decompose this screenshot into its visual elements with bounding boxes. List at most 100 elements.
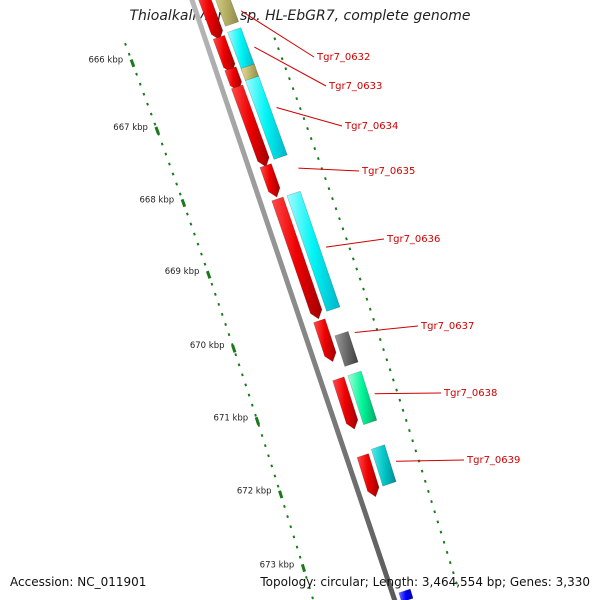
accession-text: Accession: NC_011901 [10,575,147,589]
gene-leader-line [396,459,465,462]
scale-tick-minor [200,252,203,256]
category-block [370,444,397,487]
scale-tick-outer [302,117,306,121]
scale-tick-outer [324,177,327,181]
kbp-major-tick [300,563,307,573]
scale-tick-minor [124,42,127,46]
kbp-label: 671 kbp [214,413,249,423]
gene-label: Tgr7_0633 [328,81,382,92]
scale-tick-minor [149,112,153,116]
scale-tick-outer [382,348,385,352]
scale-tick-minor [308,586,311,590]
kbp-label: 667 kbp [113,123,148,133]
scale-tick-outer [404,418,408,422]
kbp-label: 672 kbp [237,487,272,497]
scale-tick-outer [411,439,414,443]
category-block [215,0,240,27]
scale-tick-minor [142,92,146,96]
scale-tick-minor [217,302,221,306]
gene-label: Tgr7_0639 [466,455,520,466]
scale-tick-outer [351,257,355,261]
scale-tick-minor [227,333,231,337]
kbp-major-tick [231,344,237,353]
scale-tick-outer [273,37,277,41]
cds-arrow [332,376,359,430]
scale-tick-minor [311,596,314,600]
gene-leader-line [374,392,442,395]
cds-arrow [230,84,270,168]
scale-tick-outer [398,398,402,402]
kbp-label: 669 kbp [165,267,200,277]
scale-tick-outer [358,277,362,281]
scale-tick-minor [305,575,308,580]
scale-tick-minor [283,504,286,508]
scale-tick-minor [254,413,257,417]
scale-tick-outer [430,500,433,504]
scale-tick-minor [298,555,302,559]
scale-tick-outer [331,197,334,201]
gene-label: Tgr7_0632 [316,52,370,63]
scale-tick-minor [164,152,168,156]
gene-leader-line [298,167,360,172]
scale-tick-outer [291,87,295,91]
kbp-scale: 666 kbp 667 kbp 668 kbp 669 kbp 670 kbp 671 k… [88,37,458,600]
scale-tick-minor [237,363,241,367]
scale-tick-outer [327,187,331,191]
kbp-major-tick [129,59,136,68]
scale-tick-minor [263,444,267,448]
scale-tick-minor [220,312,224,316]
category-block [334,330,359,367]
scale-tick-outer [445,550,449,554]
scale-tick-outer [306,127,309,131]
scale-tick-outer [392,378,395,382]
gene-label: Tgr7_0635 [361,166,415,177]
gene-leader-line [276,107,343,127]
scale-tick-minor [244,383,248,387]
scale-tick-minor [234,353,238,357]
backbone-line [189,0,398,600]
category-block [227,27,256,72]
scale-tick-minor [153,122,157,126]
gene-leader-line [254,46,327,87]
scale-tick-outer [345,237,348,241]
scale-tick-minor [250,403,254,407]
scale-tick-outer [439,530,443,534]
scale-tick-minor [135,72,138,76]
scale-tick-minor [286,515,289,519]
cds-arrow [259,163,281,198]
gene-label: Tgr7_0638 [443,388,497,399]
kbp-major-tick [154,126,160,135]
scale-tick-minor [270,464,274,468]
scale-tick-minor [267,454,270,458]
kbp-major-tick [180,198,187,208]
scale-tick-outer [348,247,352,251]
scale-tick-outer [365,297,369,301]
scale-tick-minor [276,484,280,488]
scale-tick-minor [178,192,182,196]
cds-arrow [271,196,323,320]
scale-tick-minor [224,322,227,327]
scale-tick-outer [355,267,359,271]
gene-leader-line [354,325,419,333]
scale-tick-outer [455,581,458,585]
scale-tick-outer [277,47,280,51]
scale-tick-outer [427,489,430,493]
scale-tick-outer [338,217,341,221]
scale-tick-outer [401,408,405,412]
scale-tick-outer [309,137,313,141]
cds-arrow [313,318,337,363]
scale-tick-minor [193,232,196,236]
kbp-major-tick [278,490,284,499]
scale-tick-outer [295,97,299,101]
scale-tick-outer [341,227,345,231]
scale-tick-outer [448,561,452,565]
kbp-label: 668 kbp [140,195,175,205]
scale-tick-minor [295,545,299,549]
scale-tick-outer [372,317,375,321]
scale-tick-minor [273,474,277,478]
scale-tick-minor [189,222,193,226]
category-block [240,63,260,81]
kbp-label: 673 kbp [260,560,295,570]
cds-arrow [198,0,224,41]
